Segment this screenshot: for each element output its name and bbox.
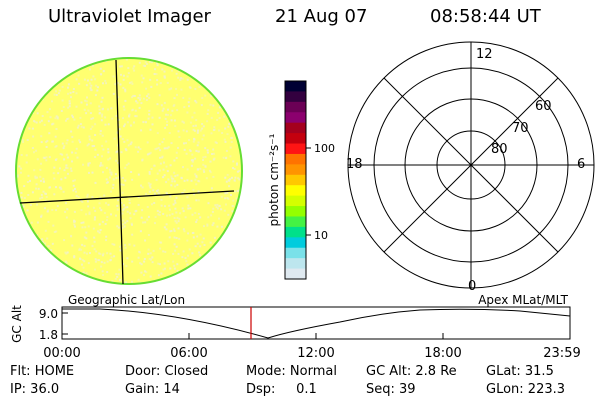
y-axis-label: GC Alt <box>10 305 24 343</box>
colorbar-band <box>285 81 306 93</box>
colorbar-band <box>285 185 306 197</box>
date-label: 21 Aug 07 <box>275 6 368 27</box>
geographic-latitude: GLat: 31.5 <box>486 364 554 379</box>
colorbar-band <box>285 226 306 238</box>
colorbar-tick-10: 10 <box>314 229 328 242</box>
mlt-label-left: 18 <box>346 157 363 172</box>
altitude-curve <box>62 308 571 339</box>
parallel-line <box>19 190 235 204</box>
colorbar-band <box>285 143 306 155</box>
lat-label-70: 70 <box>512 121 529 136</box>
colorbar-band <box>285 237 306 249</box>
uv-image-disk <box>15 57 243 285</box>
colorbar-unit-label: photon cm⁻²s⁻¹ <box>267 133 281 226</box>
door-status: Door: Closed <box>125 364 209 379</box>
colorbar-band <box>285 268 306 280</box>
mode-status: Mode: Normal <box>246 364 337 379</box>
colorbar-band <box>285 174 306 186</box>
mlt-label-bottom: 0 <box>468 279 476 294</box>
lat-label-60: 60 <box>535 99 552 114</box>
colorbar-band <box>285 247 306 259</box>
colorbar-band <box>285 164 306 176</box>
ip-value: IP: 36.0 <box>10 382 60 397</box>
mlt-label-right: 6 <box>577 157 585 172</box>
colorbar-band <box>285 216 306 228</box>
sequence-number: Seq: 39 <box>366 382 416 397</box>
x-tick-0600: 06:00 <box>170 346 207 361</box>
geographic-longitude: GLon: 223.3 <box>486 382 566 397</box>
x-tick-1800: 18:00 <box>424 346 461 361</box>
time-label: 08:58:44 UT <box>430 6 541 27</box>
filter-status: Flt: HOME <box>10 364 75 379</box>
colorbar-band <box>285 258 306 270</box>
lat-label-80: 80 <box>491 142 508 157</box>
altitude-timeline: Geographic Lat/Lon Apex MLat/MLT 9.0 1.8… <box>10 293 581 361</box>
polar-grid <box>347 41 595 289</box>
color-bar: 100 10 photon cm⁻²s⁻¹ <box>267 80 335 280</box>
y-tick-bottom: 1.8 <box>39 328 58 342</box>
colorbar-band <box>285 206 306 218</box>
colorbar-band <box>285 153 306 165</box>
colorbar-band <box>285 101 306 113</box>
mlt-label-top: 12 <box>476 47 493 62</box>
gain-value: Gain: 14 <box>125 382 180 397</box>
colorbar-band <box>285 112 306 124</box>
colorbar-band <box>285 133 306 145</box>
geo-latlon-caption: Geographic Lat/Lon <box>68 293 185 307</box>
x-tick-2359: 23:59 <box>543 346 580 361</box>
meridian-line <box>115 59 124 285</box>
x-tick-0000: 00:00 <box>43 346 80 361</box>
colorbar-band <box>285 195 306 207</box>
apex-mlat-caption: Apex MLat/MLT <box>478 293 568 307</box>
y-tick-top: 9.0 <box>39 307 58 321</box>
polar-labels: 12 18 6 0 60 70 80 <box>346 47 585 294</box>
gc-altitude: GC Alt: 2.8 Re <box>366 364 457 379</box>
instrument-title: Ultraviolet Imager <box>48 6 211 27</box>
dsp-value: Dsp: 0.1 <box>246 382 317 397</box>
colorbar-tick-100: 100 <box>314 142 335 155</box>
colorbar-band <box>285 91 306 103</box>
colorbar-band <box>285 122 306 134</box>
x-tick-1200: 12:00 <box>297 346 334 361</box>
